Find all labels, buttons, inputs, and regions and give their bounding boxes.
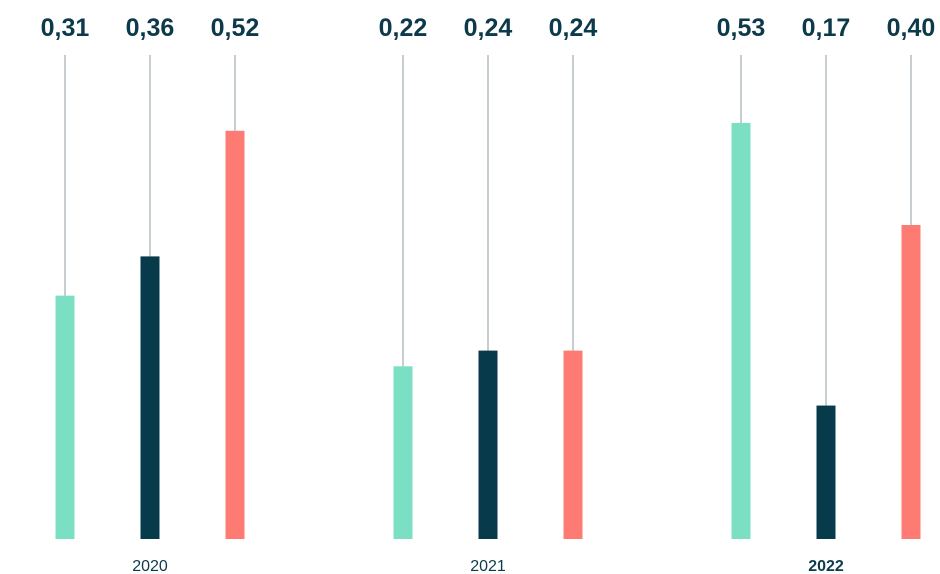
- bar: [140, 256, 160, 539]
- value-label: 0,24: [464, 14, 513, 42]
- bar: [225, 130, 245, 540]
- value-label: 0,40: [887, 14, 936, 42]
- value-label: 0,52: [211, 14, 260, 42]
- value-label: 0,53: [717, 14, 766, 42]
- bar: [393, 366, 413, 539]
- value-label: 0,31: [41, 14, 90, 42]
- value-label: 0,17: [802, 14, 851, 42]
- category-label: 2021: [470, 558, 506, 574]
- bar: [55, 295, 75, 539]
- category-label: 2020: [132, 558, 168, 574]
- category-label: 2022: [808, 558, 844, 574]
- value-label: 0,22: [379, 14, 428, 42]
- bar: [816, 405, 836, 539]
- bar: [478, 350, 498, 539]
- value-label: 0,36: [126, 14, 175, 42]
- bar: [731, 122, 751, 539]
- bar: [901, 225, 921, 539]
- bar: [563, 350, 583, 539]
- value-label: 0,24: [549, 14, 598, 42]
